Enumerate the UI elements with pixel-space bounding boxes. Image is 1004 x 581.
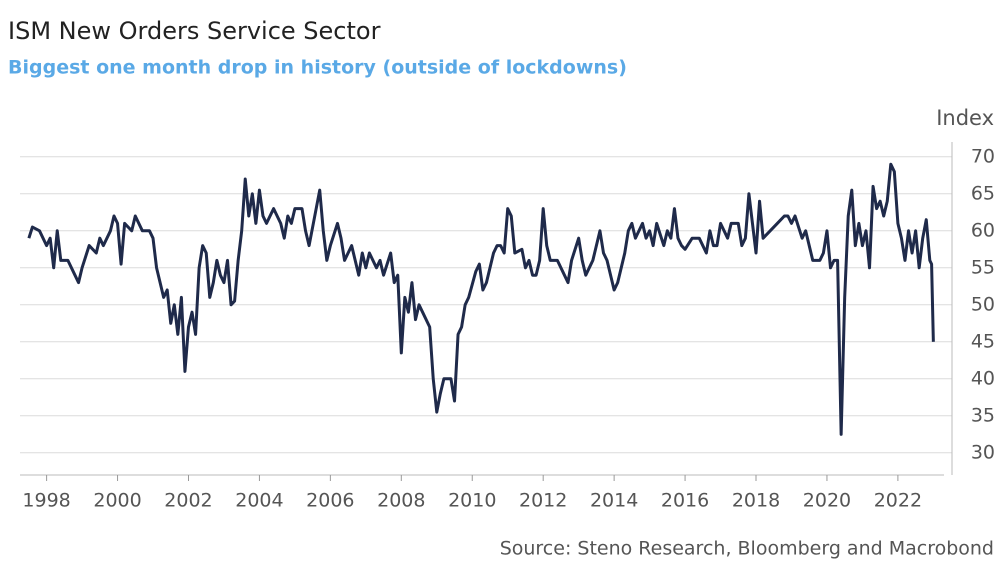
x-tick-label: 2014 <box>590 490 638 512</box>
x-tick-label: 2008 <box>377 490 425 512</box>
x-tick-label: 2018 <box>732 490 780 512</box>
x-tick-label: 2012 <box>519 490 567 512</box>
chart-subtitle: Biggest one month drop in history (outsi… <box>8 57 627 79</box>
y-tick-label: 35 <box>971 404 995 426</box>
source-note: Source: Steno Research, Bloomberg and Ma… <box>500 538 994 560</box>
x-tick-label: 2000 <box>93 490 141 512</box>
x-tick-label: 2006 <box>306 490 354 512</box>
data-line <box>27 162 935 436</box>
y-tick-label: 60 <box>971 219 995 241</box>
y-tick-label: 45 <box>971 330 995 352</box>
y-tick-label: 40 <box>971 367 995 389</box>
x-tick-label: 2022 <box>874 490 922 512</box>
x-tick-label: 2020 <box>803 490 851 512</box>
x-tick-label: 2016 <box>661 490 709 512</box>
y-tick-label: 70 <box>971 145 995 167</box>
x-tick-label: 2010 <box>448 490 496 512</box>
x-tick-label: 1998 <box>22 490 70 512</box>
y-tick-label: 65 <box>971 182 995 204</box>
y-tick-label: 55 <box>971 256 995 278</box>
y-tick-label: 30 <box>971 441 995 463</box>
x-tick-label: 2004 <box>235 490 283 512</box>
y-axis-label: Index <box>936 106 994 130</box>
y-tick-label: 50 <box>971 293 995 315</box>
x-tick-label: 2002 <box>164 490 212 512</box>
chart-title: ISM New Orders Service Sector <box>8 17 381 45</box>
